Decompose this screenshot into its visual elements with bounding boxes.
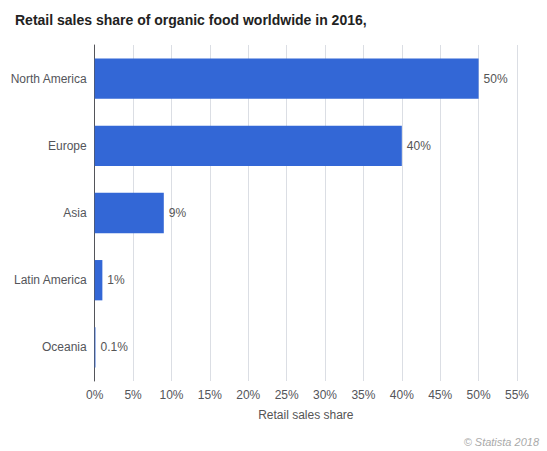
- svg-text:55%: 55%: [505, 388, 529, 402]
- svg-text:5%: 5%: [124, 388, 142, 402]
- svg-text:Retail sales share of organic: Retail sales share of organic food world…: [15, 12, 367, 28]
- svg-text:© Statista 2018: © Statista 2018: [464, 436, 540, 448]
- svg-text:Latin America: Latin America: [14, 273, 87, 287]
- svg-text:40%: 40%: [390, 388, 414, 402]
- svg-text:30%: 30%: [313, 388, 337, 402]
- svg-text:9%: 9%: [169, 206, 187, 220]
- svg-text:25%: 25%: [275, 388, 299, 402]
- svg-text:Europe: Europe: [48, 139, 87, 153]
- svg-text:0.1%: 0.1%: [100, 340, 128, 354]
- svg-text:Asia: Asia: [63, 206, 87, 220]
- svg-text:10%: 10%: [159, 388, 183, 402]
- svg-text:0%: 0%: [86, 388, 104, 402]
- svg-text:Retail sales share: Retail sales share: [258, 408, 354, 422]
- svg-text:North America: North America: [11, 72, 87, 86]
- svg-text:20%: 20%: [236, 388, 260, 402]
- svg-text:Oceania: Oceania: [42, 340, 87, 354]
- svg-text:40%: 40%: [407, 139, 431, 153]
- svg-text:50%: 50%: [484, 72, 508, 86]
- svg-text:1%: 1%: [107, 273, 125, 287]
- svg-text:35%: 35%: [351, 388, 375, 402]
- svg-text:50%: 50%: [467, 388, 491, 402]
- svg-text:15%: 15%: [198, 388, 222, 402]
- svg-text:45%: 45%: [428, 388, 452, 402]
